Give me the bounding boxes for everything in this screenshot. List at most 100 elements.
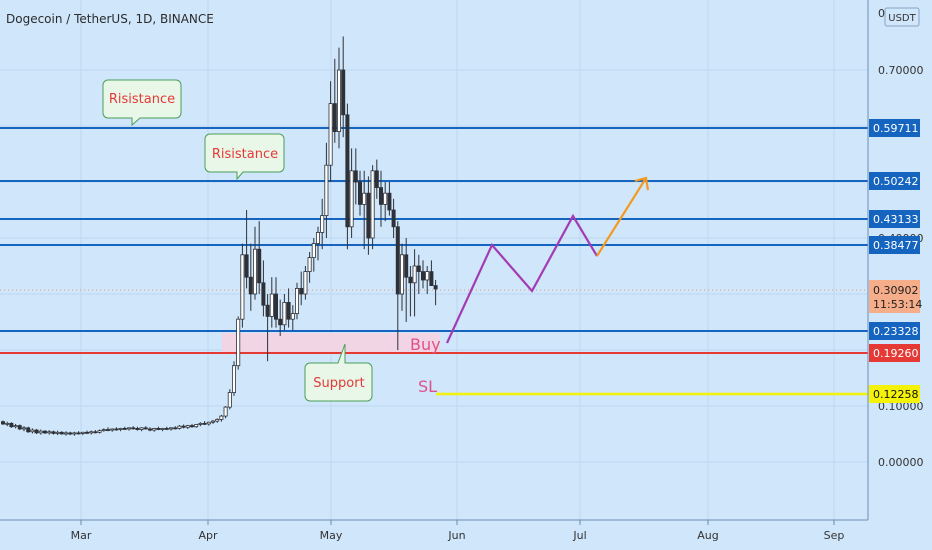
level-tag	[869, 236, 920, 254]
candle-body	[240, 254, 245, 320]
candle-body	[64, 432, 69, 435]
candle-body	[219, 415, 224, 420]
candle-body	[257, 248, 262, 284]
candle-body	[118, 427, 123, 430]
candle-body	[399, 254, 404, 295]
y-tick-label: 0.00000	[878, 456, 924, 469]
resistance-callout-2[interactable]: Risistance	[204, 133, 285, 181]
candle-body	[13, 425, 18, 428]
candle-body	[311, 243, 316, 259]
candle-body	[101, 429, 106, 432]
candle-body	[286, 301, 291, 320]
candle-body	[425, 271, 430, 281]
candle-body	[173, 427, 178, 430]
candle-body	[294, 287, 299, 314]
candle-body	[362, 192, 367, 205]
price-axis[interactable]	[868, 0, 932, 550]
candle-body	[236, 318, 241, 367]
x-ticks: Mar Apr May Jun Jul Aug Sep	[71, 520, 845, 542]
candle-body	[5, 422, 10, 425]
stop-loss-label: SL	[418, 377, 437, 396]
x-tick-label: Jun	[447, 529, 465, 542]
candle-body	[139, 427, 144, 430]
level-tag	[869, 210, 920, 228]
candle-body	[177, 425, 182, 429]
resistance-label-1: Risistance	[109, 92, 175, 107]
y-tick-label: 0.70000	[878, 64, 924, 77]
forecast-path	[446, 213, 598, 344]
candle-body	[72, 432, 77, 435]
candle-body	[420, 271, 425, 281]
candle-body	[160, 427, 165, 430]
candle-body	[303, 271, 308, 295]
candle-body	[127, 427, 132, 430]
candle-body	[261, 282, 266, 306]
candle-body	[336, 69, 341, 132]
level-tag	[869, 344, 920, 362]
candle-body	[89, 431, 94, 434]
candle-body	[416, 265, 421, 272]
candle-body	[164, 427, 169, 430]
candle-body	[374, 170, 379, 189]
candle-body	[273, 293, 278, 320]
candle-body	[328, 103, 333, 166]
candle-body	[433, 285, 438, 290]
level-lines	[0, 127, 868, 396]
candle-body	[315, 231, 320, 244]
current-price-value: 0.30902	[873, 284, 919, 297]
candle-body	[47, 431, 52, 434]
level-tag-value: 0.43133	[873, 213, 919, 226]
candle-body	[114, 428, 119, 431]
candle-body	[198, 422, 203, 425]
candle-body	[76, 432, 81, 435]
candle-body	[429, 271, 434, 287]
top-tick: 0	[878, 7, 885, 20]
y-tick-label: 0.10000	[878, 400, 924, 413]
candle-body	[26, 427, 31, 433]
candle-body	[59, 431, 64, 435]
resistance-label-2: Risistance	[212, 147, 278, 162]
candle-body	[189, 425, 194, 428]
resistance-callout-1[interactable]: Risistance	[102, 79, 182, 127]
candle-body	[231, 365, 236, 393]
x-tick-label: Mar	[71, 529, 92, 542]
x-tick-label: Apr	[198, 529, 218, 542]
candle-body	[194, 424, 199, 428]
plot-background	[0, 0, 868, 520]
candle-body	[156, 427, 161, 430]
candle-body	[248, 276, 253, 295]
candle-body	[223, 406, 228, 417]
candle-body	[278, 318, 283, 326]
candle-body	[252, 248, 257, 295]
candle-body	[51, 431, 56, 434]
candle-body	[370, 170, 375, 239]
x-tick-label: Aug	[697, 529, 718, 542]
x-tick-label: Sep	[824, 529, 845, 542]
support-callout[interactable]: Support	[304, 343, 373, 402]
candle-body	[210, 420, 215, 423]
candle-body	[324, 164, 329, 216]
candle-body	[395, 226, 400, 295]
candle-body	[345, 114, 350, 228]
candle-body	[387, 192, 392, 211]
candle-body	[80, 431, 85, 434]
candle-body	[17, 425, 22, 430]
candle-body	[353, 170, 358, 183]
candle-body	[43, 430, 48, 434]
chart-title: Dogecoin / TetherUS, 1D, BINANCE	[6, 12, 214, 26]
support-label: Support	[313, 376, 364, 391]
candle-body	[307, 257, 312, 273]
target-arrowhead-icon	[634, 176, 650, 191]
level-tag-value: 0.50242	[873, 175, 919, 188]
candle-body	[366, 192, 371, 239]
level-tag	[869, 172, 920, 190]
candle-body	[9, 422, 14, 428]
candle-body	[408, 276, 413, 284]
candle-body	[21, 427, 26, 430]
candle-body	[68, 432, 73, 435]
currency-badge[interactable]	[884, 7, 920, 27]
candle-body	[282, 301, 287, 326]
candle-body	[215, 419, 220, 422]
candle-body	[299, 287, 304, 295]
